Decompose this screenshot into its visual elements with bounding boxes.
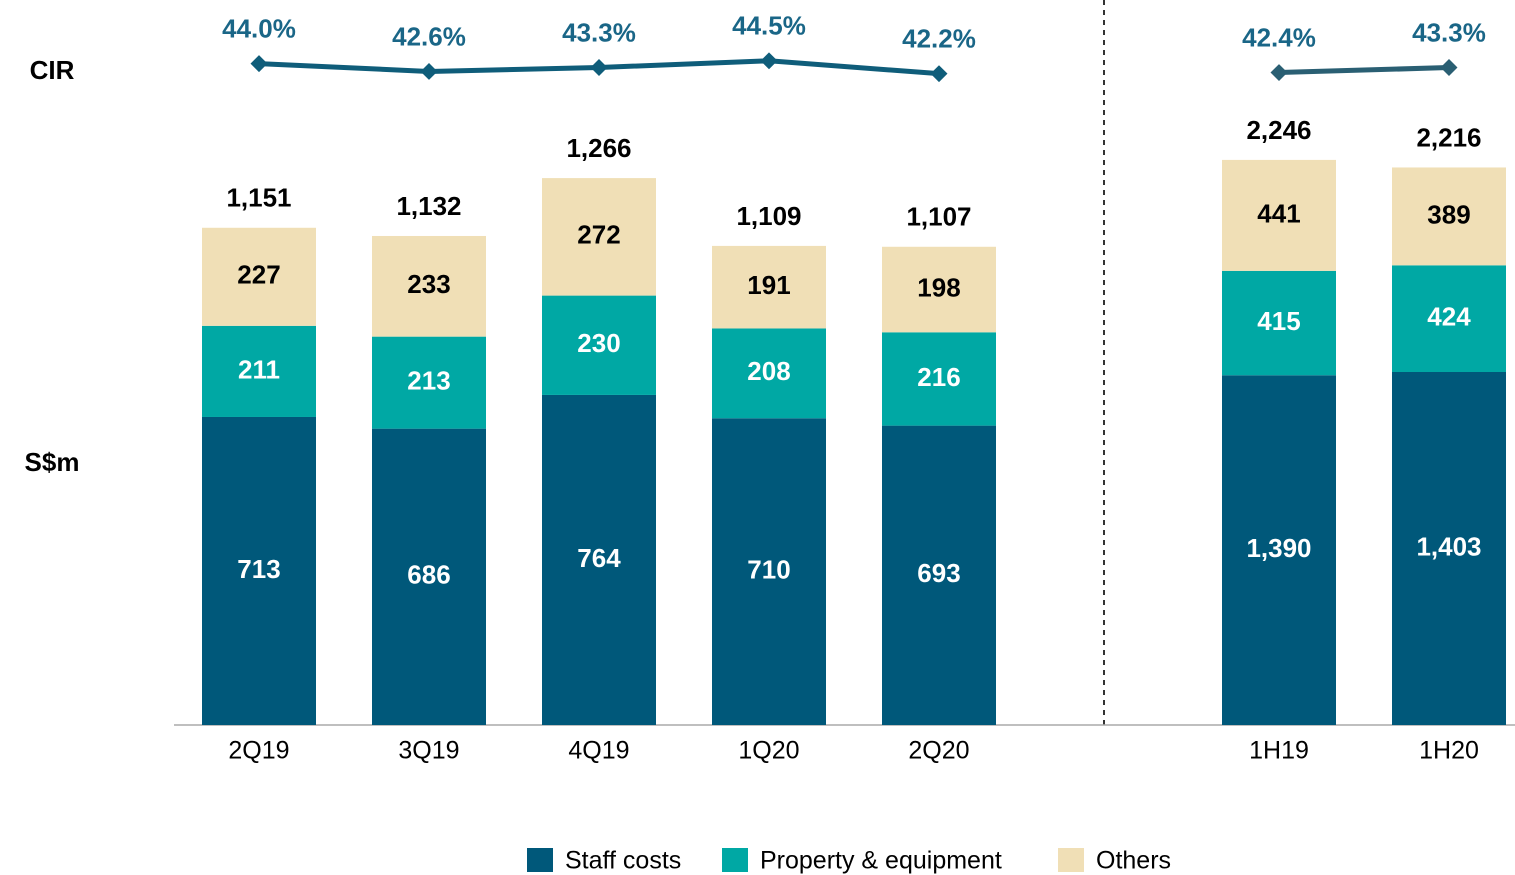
bar-segment: [882, 332, 996, 426]
segment-label: 198: [917, 272, 960, 302]
x-tick-label: 1Q20: [738, 737, 799, 765]
segment-label: 764: [577, 543, 621, 573]
bar-segment: [1222, 270, 1336, 376]
segment-label: 693: [917, 558, 960, 588]
bar-segment: [882, 425, 996, 725]
total-label: 2,216: [1416, 122, 1481, 152]
total-label: 1,266: [566, 133, 631, 163]
legend-swatch: [1058, 848, 1084, 872]
segment-label: 213: [407, 366, 450, 396]
bar-segment: [712, 418, 826, 725]
cir-value-label: 43.3%: [1412, 17, 1486, 47]
legend-label: Property & equipment: [760, 847, 1002, 875]
total-label: 1,132: [396, 191, 461, 221]
segment-label: 686: [407, 560, 450, 590]
cir-marker: [420, 62, 438, 80]
segment-label: 230: [577, 328, 620, 358]
y-axis-label: S$m: [25, 447, 80, 477]
segment-label: 272: [577, 220, 620, 250]
legend-swatch: [527, 848, 553, 872]
total-label: 1,107: [906, 202, 971, 232]
bar-segment: [1222, 375, 1336, 725]
cir-marker: [930, 65, 948, 83]
cir-value-label: 42.4%: [1242, 22, 1316, 52]
cir-marker: [250, 55, 268, 73]
bar-segment: [542, 178, 656, 296]
bar-segment: [1222, 159, 1336, 271]
segment-label: 211: [238, 354, 280, 384]
bar-segment: [372, 235, 486, 337]
bar-segment: [1392, 372, 1506, 725]
x-tick-label: 4Q19: [568, 737, 629, 765]
bar-segment: [712, 245, 826, 329]
cir-marker: [760, 52, 778, 70]
x-tick-label: 2Q20: [908, 737, 969, 765]
total-label: 1,109: [736, 201, 801, 231]
x-tick-label: 1H19: [1249, 737, 1309, 765]
x-tick-label: 3Q19: [398, 737, 459, 765]
segment-label: 233: [407, 269, 450, 299]
bar-segment: [542, 394, 656, 725]
cir-label: CIR: [30, 55, 75, 85]
segment-label: 710: [747, 555, 790, 585]
segment-label: 424: [1427, 302, 1471, 332]
x-tick-label: 2Q19: [228, 737, 289, 765]
cir-marker: [1440, 59, 1458, 77]
segment-label: 227: [237, 260, 280, 290]
segment-label: 389: [1427, 199, 1470, 229]
bar-segment: [202, 416, 316, 725]
bar-segment: [372, 428, 486, 725]
segment-label: 208: [747, 356, 790, 386]
bar-segment: [1392, 167, 1506, 266]
cir-value-label: 44.5%: [732, 11, 806, 41]
total-label: 2,246: [1246, 115, 1311, 145]
segment-label: 415: [1257, 306, 1300, 336]
cir-marker: [590, 59, 608, 77]
legend-swatch: [722, 848, 748, 872]
cir-value-label: 42.2%: [902, 24, 976, 54]
segment-label: 216: [917, 362, 960, 392]
bar-segment: [1392, 265, 1506, 373]
segment-label: 1,390: [1246, 533, 1311, 563]
bar-segment: [202, 227, 316, 326]
cir-line: [1278, 65, 1450, 76]
legend-label: Staff costs: [565, 847, 681, 875]
bar-segment: [202, 325, 316, 417]
x-tick-label: 1H20: [1419, 737, 1479, 765]
bar-segment: [372, 336, 486, 429]
cir-marker: [1270, 64, 1288, 82]
total-label: 1,151: [226, 183, 291, 213]
bar-segment: [542, 295, 656, 395]
segment-label: 441: [1257, 198, 1300, 228]
cir-value-label: 44.0%: [222, 13, 296, 43]
segment-label: 191: [747, 270, 790, 300]
segment-label: 713: [237, 554, 280, 584]
bar-segment: [882, 246, 996, 333]
cir-value-label: 43.3%: [562, 17, 636, 47]
bar-segment: [712, 328, 826, 419]
segment-label: 1,403: [1416, 531, 1481, 561]
legend-label: Others: [1096, 847, 1171, 875]
cir-value-label: 42.6%: [392, 21, 466, 51]
